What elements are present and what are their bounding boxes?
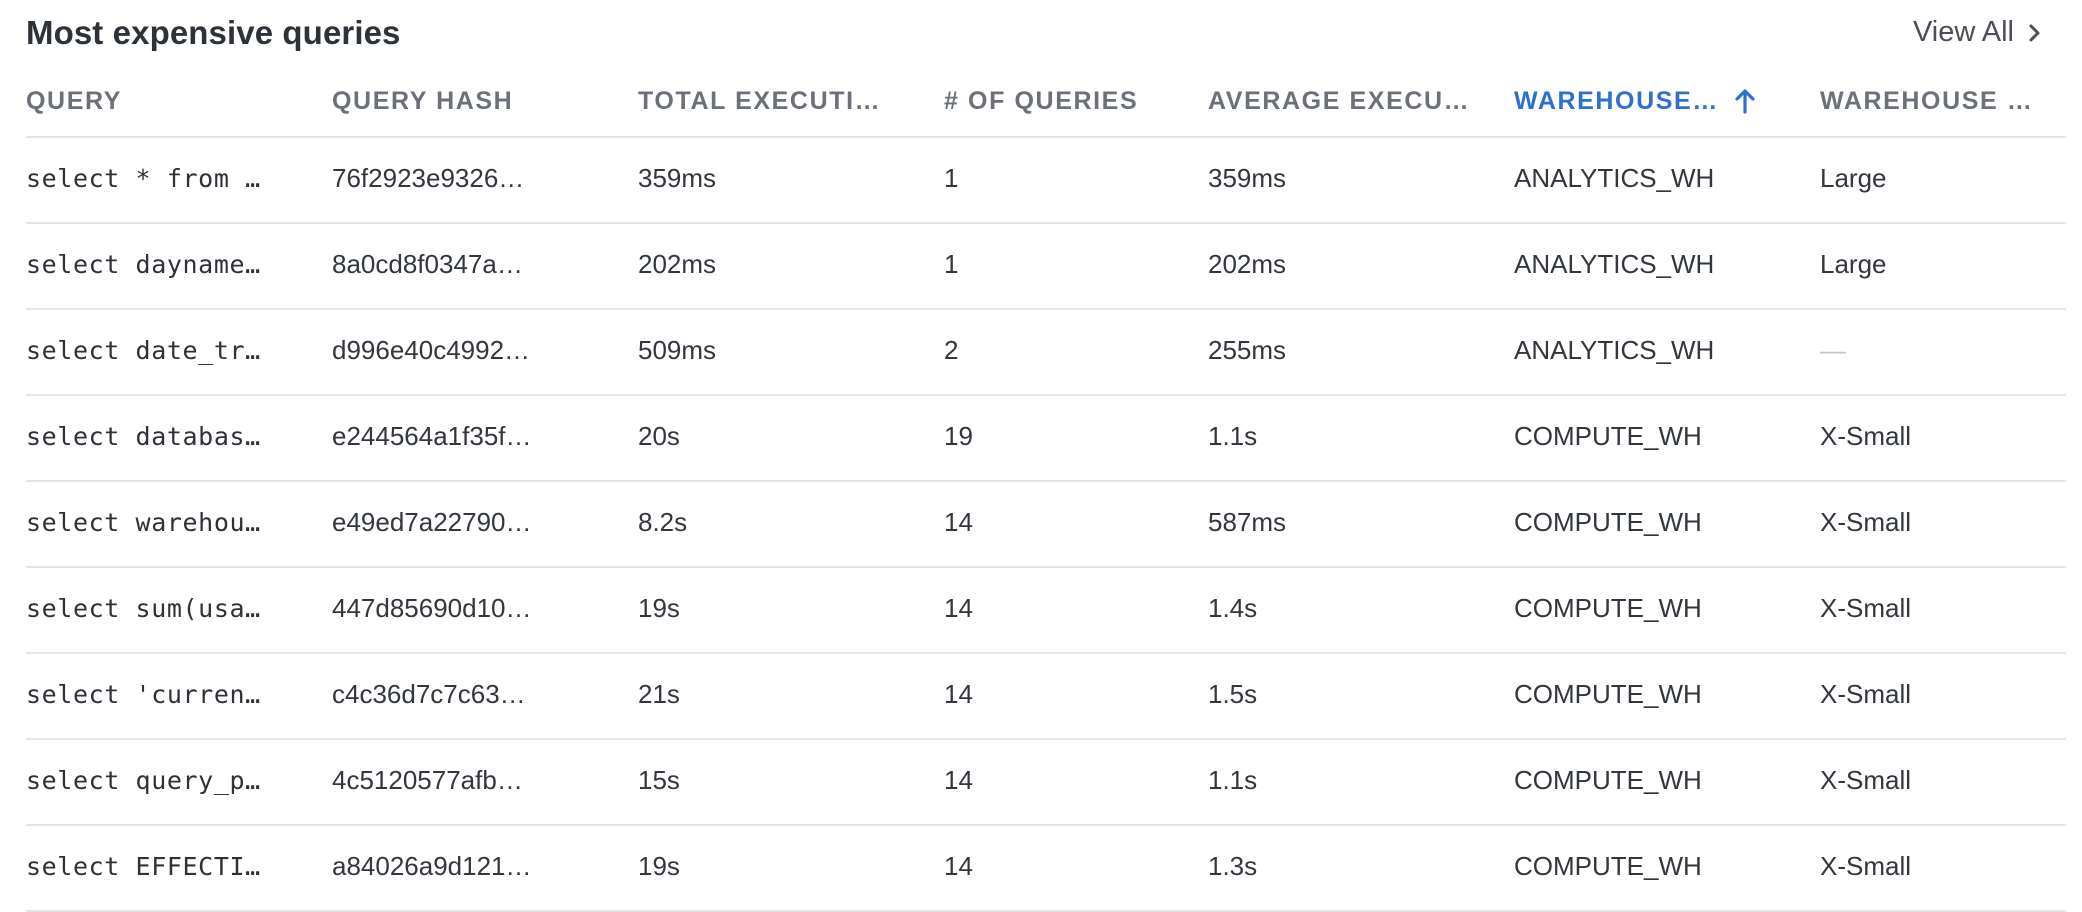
query-hash-cell: a84026a9d121c… — [332, 825, 638, 912]
warehouse-cell: COMPUTE_WH — [1514, 739, 1820, 826]
warehouse-cell: ANALYTICS_WH — [1514, 223, 1820, 310]
query-count-cell: 14 — [944, 825, 1208, 912]
total-execution-cell: 19s — [638, 567, 944, 654]
panel-header: Most expensive queries View All — [26, 0, 2066, 72]
warehouse-cell: ANALYTICS_WH — [1514, 309, 1820, 396]
table-header-row: QUERY QUERY HASH TOTAL EXECUTI… # OF QUE… — [26, 72, 2066, 138]
chevron-right-icon — [2028, 23, 2042, 43]
query-hash-cell: 4c5120577afb2… — [332, 739, 638, 826]
query-text-cell: select 'current… — [26, 653, 332, 740]
query-text-cell: select EFFECTIV… — [26, 825, 332, 912]
query-text-cell: select date_tru… — [26, 309, 332, 396]
query-count-cell: 1 — [944, 137, 1208, 224]
warehouse-cell: COMPUTE_WH — [1514, 567, 1820, 654]
table-row[interactable]: select sum(usag… 447d85690d10… 19s 14 1.4s CO… — [26, 567, 2066, 654]
view-all-label: View All — [1912, 16, 2014, 48]
average-execution-cell: 587ms — [1208, 481, 1514, 568]
warehouse-cell: ANALYTICS_WH — [1514, 137, 1820, 224]
average-execution-cell: 359ms — [1208, 137, 1514, 224]
table-row[interactable]: select date_tru… d996e40c4992… 509ms 2 255ms… — [26, 309, 2066, 396]
query-hash-cell: d996e40c4992… — [332, 309, 638, 396]
total-execution-cell: 19s — [638, 825, 944, 912]
warehouse-size-cell: X-Small — [1820, 653, 2066, 740]
query-count-cell: 2 — [944, 309, 1208, 396]
total-execution-cell: 21s — [638, 653, 944, 740]
average-execution-cell: 202ms — [1208, 223, 1514, 310]
query-hash-cell: e49ed7a22790… — [332, 481, 638, 568]
total-execution-cell: 20s — [638, 395, 944, 482]
total-execution-cell: 8.2s — [638, 481, 944, 568]
average-execution-cell: 255ms — [1208, 309, 1514, 396]
query-hash-cell: c4c36d7c7c63… — [332, 653, 638, 740]
table-row[interactable]: select 'current… c4c36d7c7c63… 21s 14 1.5s CO… — [26, 653, 2066, 740]
warehouse-size-cell: X-Small — [1820, 395, 2066, 482]
average-execution-cell: 1.1s — [1208, 395, 1514, 482]
warehouse-size-cell: X-Small — [1820, 567, 2066, 654]
average-execution-cell: 1.5s — [1208, 653, 1514, 740]
most-expensive-queries-panel: Most expensive queries View All QUERY QU… — [26, 0, 2066, 912]
average-execution-cell: 1.4s — [1208, 567, 1514, 654]
query-hash-cell: e244564a1f35f… — [332, 395, 638, 482]
query-hash-cell: 447d85690d10… — [332, 567, 638, 654]
query-count-cell: 14 — [944, 481, 1208, 568]
total-execution-cell: 359ms — [638, 137, 944, 224]
total-execution-cell: 509ms — [638, 309, 944, 396]
query-text-cell: select * from t… — [26, 137, 332, 224]
queries-table: QUERY QUERY HASH TOTAL EXECUTI… # OF QUE… — [26, 72, 2066, 912]
total-execution-cell: 202ms — [638, 223, 944, 310]
view-all-link[interactable]: View All — [1913, 16, 2042, 49]
warehouse-size-cell: Large — [1820, 223, 2066, 310]
warehouse-size-cell: X-Small — [1820, 825, 2066, 912]
warehouse-cell: COMPUTE_WH — [1514, 481, 1820, 568]
table-row[interactable]: select query_pa… 4c5120577afb2… 15s 14 1.1s C… — [26, 739, 2066, 826]
warehouse-size-cell: Large — [1820, 137, 2066, 224]
query-count-cell: 14 — [944, 653, 1208, 740]
query-count-cell: 14 — [944, 567, 1208, 654]
query-text-cell: select dayname(… — [26, 223, 332, 310]
query-count-cell: 1 — [944, 223, 1208, 310]
query-text-cell: select database… — [26, 395, 332, 482]
column-header-total-execution[interactable]: TOTAL EXECUTI… — [638, 72, 944, 138]
average-execution-cell: 1.1s — [1208, 739, 1514, 826]
warehouse-size-cell: — — [1820, 309, 2066, 396]
column-header-query[interactable]: QUERY — [26, 72, 332, 138]
warehouse-size-cell: X-Small — [1820, 739, 2066, 826]
query-text-cell: select sum(usag… — [26, 567, 332, 654]
column-header-query-hash[interactable]: QUERY HASH — [332, 72, 638, 138]
panel-title: Most expensive queries — [26, 14, 401, 51]
table-row[interactable]: select database… e244564a1f35f… 20s 19 1.1s C… — [26, 395, 2066, 482]
query-text-cell: select warehous… — [26, 481, 332, 568]
table-row[interactable]: select EFFECTIV… a84026a9d121c… 19s 14 1.3s C… — [26, 825, 2066, 912]
query-count-cell: 19 — [944, 395, 1208, 482]
total-execution-cell: 15s — [638, 739, 944, 826]
column-header-warehouse[interactable]: WAREHOUSE … — [1514, 72, 1820, 138]
column-header-warehouse-size[interactable]: WAREHOUSE SIZE — [1820, 72, 2066, 138]
table-row[interactable]: select * from t… 76f2923e9326… 359ms 1 359ms… — [26, 137, 2066, 224]
query-count-cell: 14 — [944, 739, 1208, 826]
warehouse-cell: COMPUTE_WH — [1514, 653, 1820, 740]
query-hash-cell: 8a0cd8f0347ab… — [332, 223, 638, 310]
average-execution-cell: 1.3s — [1208, 825, 1514, 912]
column-header-average-execution[interactable]: AVERAGE EXECU… — [1208, 72, 1514, 138]
warehouse-cell: COMPUTE_WH — [1514, 395, 1820, 482]
query-text-cell: select query_pa… — [26, 739, 332, 826]
table-body: select * from t… 76f2923e9326… 359ms 1 359ms… — [26, 137, 2066, 912]
query-hash-cell: 76f2923e9326… — [332, 137, 638, 224]
warehouse-cell: COMPUTE_WH — [1514, 825, 1820, 912]
table-row[interactable]: select warehous… e49ed7a22790… 8.2s 14 587ms… — [26, 481, 2066, 568]
arrow-up-icon — [1734, 88, 1756, 114]
table-row[interactable]: select dayname(… 8a0cd8f0347ab… 202ms 1 202m… — [26, 223, 2066, 310]
column-header-query-count[interactable]: # OF QUERIES — [944, 72, 1208, 138]
warehouse-size-cell: X-Small — [1820, 481, 2066, 568]
